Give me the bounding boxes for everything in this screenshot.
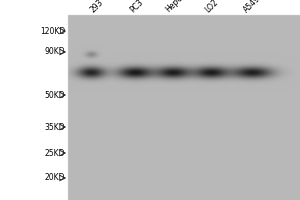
- Text: 293: 293: [88, 0, 105, 14]
- Text: 90KD: 90KD: [44, 47, 65, 56]
- Text: A549: A549: [242, 0, 262, 14]
- Text: 120KD: 120KD: [40, 26, 65, 36]
- Text: LO2: LO2: [204, 0, 220, 14]
- Text: 50KD: 50KD: [44, 90, 65, 99]
- Text: 25KD: 25KD: [44, 148, 65, 158]
- Text: HepG2: HepG2: [164, 0, 188, 14]
- Text: PC3: PC3: [129, 0, 146, 14]
- Text: 35KD: 35KD: [44, 122, 65, 132]
- Text: 20KD: 20KD: [44, 173, 65, 182]
